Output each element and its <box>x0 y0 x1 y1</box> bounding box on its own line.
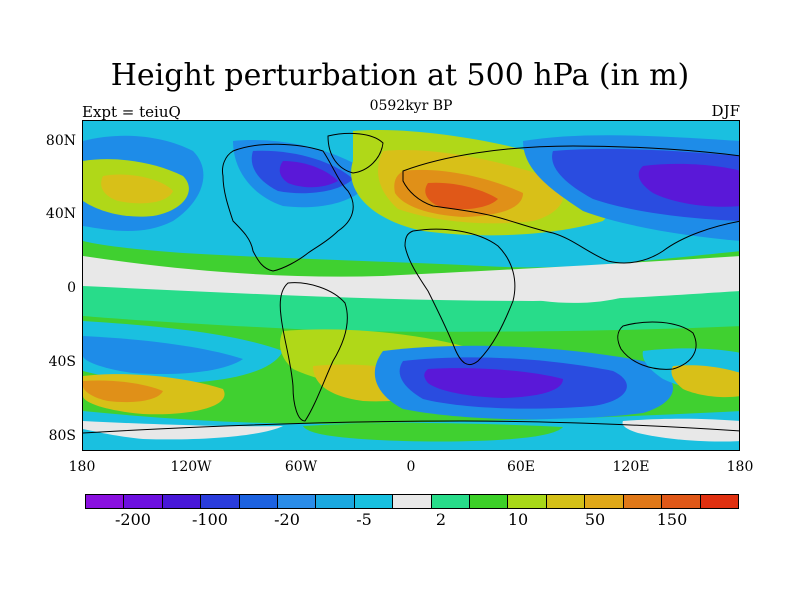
colorbar-label: -20 <box>274 510 300 529</box>
coastline-north-america <box>222 143 354 272</box>
colorbar-swatch <box>470 495 509 508</box>
lon-tick-label: 60E <box>506 459 536 475</box>
colorbar-swatch <box>354 495 394 508</box>
coastline-south-america <box>279 282 348 422</box>
colorbar-label: 150 <box>656 510 688 529</box>
colorbar-swatch <box>623 495 663 508</box>
colorbar-swatch <box>239 495 279 508</box>
coastline-africa <box>404 228 516 365</box>
field-region <box>83 336 243 375</box>
colorbar-label: 50 <box>584 510 606 529</box>
coastline-eurasia <box>402 145 739 264</box>
lon-tick-label: 180 <box>726 459 754 475</box>
colorbar-swatch <box>162 495 202 508</box>
lat-tick-label: 80N <box>45 133 76 149</box>
field-region <box>279 161 338 188</box>
field-region <box>638 163 739 207</box>
colorbar-swatch <box>393 495 432 508</box>
field-region <box>425 182 498 210</box>
lon-tick-label: 0 <box>406 459 416 475</box>
contour-field <box>83 121 739 450</box>
field-region <box>83 380 163 403</box>
lat-tick-label: 80S <box>48 428 76 444</box>
colorbar-swatch <box>546 495 586 508</box>
colorbar-swatch <box>508 495 547 508</box>
colorbar-swatch <box>662 495 701 508</box>
colorbar-swatch <box>201 495 240 508</box>
field-region <box>503 278 643 303</box>
lat-tick-label: 0 <box>67 280 76 296</box>
lon-tick-label: 60W <box>284 459 318 475</box>
experiment-label: Expt = teiuQ <box>82 103 181 121</box>
colorbar-label: -100 <box>192 510 228 529</box>
map-title: Height perturbation at 500 hPa (in m) <box>110 58 690 93</box>
lon-tick-label: 180 <box>68 459 96 475</box>
field-region <box>622 418 739 442</box>
coastline-greenland <box>327 132 384 174</box>
coastline-antarctica <box>83 420 739 434</box>
coastline-australia <box>617 321 697 370</box>
colorbar-swatch <box>431 495 471 508</box>
lat-tick-label: 40S <box>48 354 76 370</box>
colorbar-swatch <box>86 495 125 508</box>
colorbar-swatch <box>124 495 163 508</box>
map-subtitle: 0592kyr BP <box>369 98 453 114</box>
field-region <box>101 174 173 204</box>
colorbar-swatch <box>585 495 624 508</box>
field-region <box>83 421 283 440</box>
lat-tick-label: 40N <box>45 206 76 222</box>
field-region <box>424 368 563 398</box>
field-region <box>83 286 739 332</box>
colorbar-label: 2 <box>435 510 447 529</box>
colorbar-swatch <box>278 495 317 508</box>
lon-tick-label: 120E <box>612 459 650 475</box>
colorbar-swatch <box>700 495 738 508</box>
field-region <box>671 365 739 398</box>
field-region <box>303 423 563 442</box>
height-perturbation-map <box>82 120 740 451</box>
coastlines <box>83 132 739 434</box>
lon-tick-label: 120W <box>170 459 212 475</box>
season-label: DJF <box>711 102 740 120</box>
colorbar-label: 10 <box>507 510 529 529</box>
colorbar-label: -200 <box>115 510 151 529</box>
colorbar <box>85 494 739 509</box>
colorbar-label: -5 <box>356 510 372 529</box>
colorbar-swatch <box>316 495 355 508</box>
